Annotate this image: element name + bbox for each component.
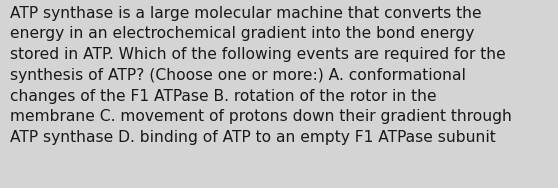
Text: ATP synthase is a large molecular machine that converts the
energy in an electro: ATP synthase is a large molecular machin…: [10, 6, 512, 145]
